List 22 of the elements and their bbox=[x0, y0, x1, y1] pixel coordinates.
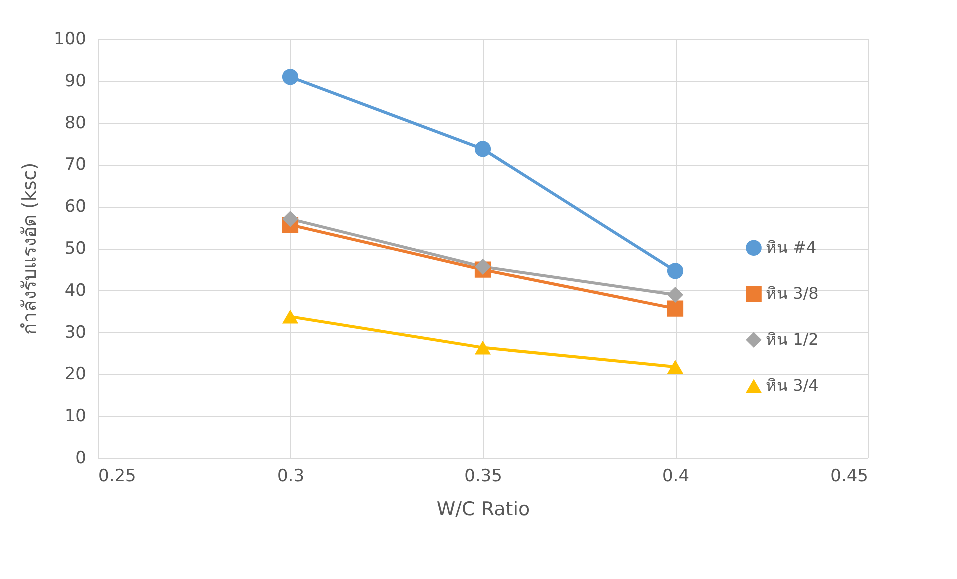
y-tick-label: 10 bbox=[64, 406, 86, 427]
y-tick-label: 50 bbox=[64, 239, 86, 259]
y-tick-label: 20 bbox=[64, 364, 86, 385]
y-tick-label: 70 bbox=[64, 155, 86, 176]
x-tick-label: 0.45 bbox=[830, 466, 868, 486]
y-tick-label: 60 bbox=[64, 197, 86, 218]
y-axis-title: กำลังรับแรงอัด (ksc) bbox=[19, 162, 42, 336]
y-tick-label: 90 bbox=[64, 71, 86, 92]
y-tick-label: 40 bbox=[64, 280, 86, 301]
y-tick-label: 80 bbox=[64, 113, 86, 134]
legend-label: หิน 3/8 bbox=[766, 284, 819, 304]
x-tick-label: 0.4 bbox=[662, 466, 690, 486]
legend-label: หิน 3/4 bbox=[766, 376, 819, 396]
y-tick-label: 0 bbox=[76, 448, 86, 468]
legend-label: หิน 1/2 bbox=[766, 330, 819, 350]
x-tick-label: 0.25 bbox=[98, 466, 136, 486]
y-tick-label: 30 bbox=[64, 322, 86, 343]
x-tick-label: 0.35 bbox=[464, 466, 502, 486]
x-axis-title: W/C Ratio bbox=[436, 498, 530, 520]
y-tick-label: 100 bbox=[54, 30, 86, 50]
legend-label: หิน #4 bbox=[766, 238, 817, 258]
x-tick-label: 0.3 bbox=[277, 466, 305, 486]
